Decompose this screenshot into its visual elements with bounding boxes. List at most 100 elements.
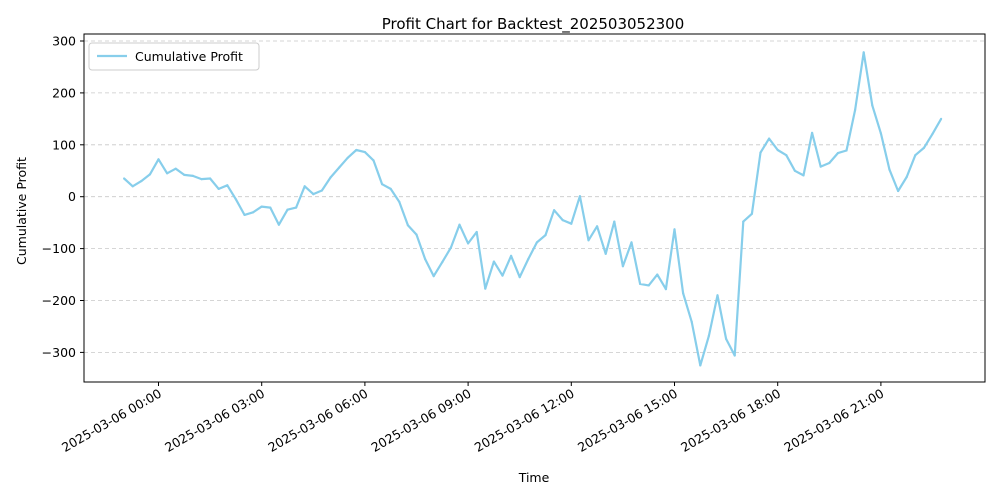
data-point xyxy=(123,177,126,180)
data-point xyxy=(312,193,315,196)
data-point xyxy=(458,223,461,226)
data-point xyxy=(406,224,409,227)
y-tick-label: −100 xyxy=(42,241,76,256)
data-point xyxy=(664,288,668,291)
data-point xyxy=(750,212,754,215)
data-point xyxy=(303,185,306,188)
data-point xyxy=(879,132,883,135)
data-point xyxy=(148,173,151,176)
series-line-cumulative-profit xyxy=(123,51,943,367)
data-point xyxy=(269,206,272,209)
y-tick-label: 100 xyxy=(52,137,76,152)
data-point xyxy=(793,169,797,172)
data-point xyxy=(682,292,685,295)
data-point xyxy=(604,252,607,255)
data-point xyxy=(200,178,203,181)
data-point xyxy=(621,265,625,268)
data-point xyxy=(845,149,848,152)
data-point xyxy=(931,132,934,135)
data-point xyxy=(630,241,633,244)
data-point xyxy=(922,146,926,149)
data-point xyxy=(140,180,143,183)
data-point xyxy=(286,208,289,211)
data-point xyxy=(389,187,392,190)
y-tick-label: 200 xyxy=(52,85,76,100)
data-point xyxy=(183,173,186,176)
data-point xyxy=(862,51,865,54)
data-point xyxy=(510,254,513,257)
data-point xyxy=(338,166,341,169)
data-point xyxy=(226,184,229,187)
data-point xyxy=(501,274,504,277)
data-point xyxy=(217,187,220,190)
data-point xyxy=(398,200,401,203)
data-point xyxy=(260,205,263,208)
data-point xyxy=(381,183,384,186)
data-point xyxy=(527,257,530,261)
y-axis: 300 200 100 0 −100 −200 −300 xyxy=(42,34,84,360)
data-point xyxy=(363,151,366,154)
data-point xyxy=(449,246,452,249)
data-point xyxy=(277,223,280,226)
x-tick-label: 2025-03-06 15:00 xyxy=(575,386,680,455)
data-point xyxy=(570,222,573,225)
data-point xyxy=(905,175,908,179)
data-point xyxy=(707,334,711,337)
data-point xyxy=(355,148,358,152)
x-tick-label: 2025-03-06 09:00 xyxy=(369,386,474,455)
data-point xyxy=(940,117,943,120)
data-point xyxy=(613,220,616,223)
data-point xyxy=(673,228,676,231)
data-point xyxy=(776,148,779,152)
data-point xyxy=(819,165,822,168)
data-point xyxy=(742,220,745,223)
data-point xyxy=(432,275,435,278)
y-tick-label: 300 xyxy=(52,34,76,49)
x-tick-label: 2025-03-06 06:00 xyxy=(265,386,370,455)
data-point xyxy=(716,294,719,297)
x-tick-label: 2025-03-06 18:00 xyxy=(678,386,783,455)
data-point xyxy=(828,161,831,165)
y-tick-label: −200 xyxy=(42,293,76,308)
data-point xyxy=(320,189,323,192)
x-axis-title: Time xyxy=(518,470,550,485)
x-tick-label: 2025-03-06 03:00 xyxy=(162,386,267,455)
data-point xyxy=(492,260,495,263)
legend-box xyxy=(88,42,260,71)
data-point xyxy=(871,104,874,107)
data-points xyxy=(123,51,943,367)
chart-title: Profit Chart for Backtest_202503052300 xyxy=(382,15,685,34)
data-point xyxy=(854,108,857,112)
data-point xyxy=(733,354,736,357)
plot-area-frame xyxy=(83,33,986,383)
data-point xyxy=(131,185,134,188)
x-tick-label: 2025-03-06 12:00 xyxy=(472,386,577,455)
data-point xyxy=(157,158,160,161)
data-point xyxy=(166,172,169,175)
data-point xyxy=(553,209,556,212)
data-point xyxy=(234,198,237,201)
data-point xyxy=(467,242,470,245)
data-point xyxy=(836,152,840,155)
legend: Cumulative Profit xyxy=(88,42,260,71)
data-point xyxy=(441,261,444,264)
legend-label: Cumulative Profit xyxy=(135,49,243,64)
data-point xyxy=(578,195,582,198)
data-point xyxy=(759,151,762,154)
data-point xyxy=(561,219,564,222)
data-point xyxy=(768,137,771,140)
data-point xyxy=(424,257,427,261)
data-point xyxy=(484,287,487,290)
data-point xyxy=(475,230,478,234)
data-point xyxy=(415,233,418,236)
data-point xyxy=(346,156,349,159)
data-point xyxy=(295,206,298,209)
data-point xyxy=(897,189,900,193)
x-tick-label: 2025-03-06 00:00 xyxy=(59,386,164,455)
data-point xyxy=(209,177,212,180)
y-axis-title: Cumulative Profit xyxy=(14,157,29,265)
data-point xyxy=(690,320,693,323)
data-point xyxy=(802,174,805,177)
